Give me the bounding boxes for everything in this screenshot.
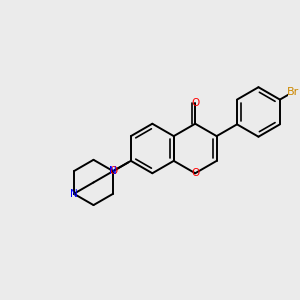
Text: O: O: [109, 166, 117, 176]
Text: O: O: [191, 98, 199, 108]
Text: Br: Br: [287, 87, 300, 97]
Text: N: N: [70, 189, 78, 199]
Text: N: N: [109, 166, 117, 176]
Text: O: O: [191, 168, 199, 178]
